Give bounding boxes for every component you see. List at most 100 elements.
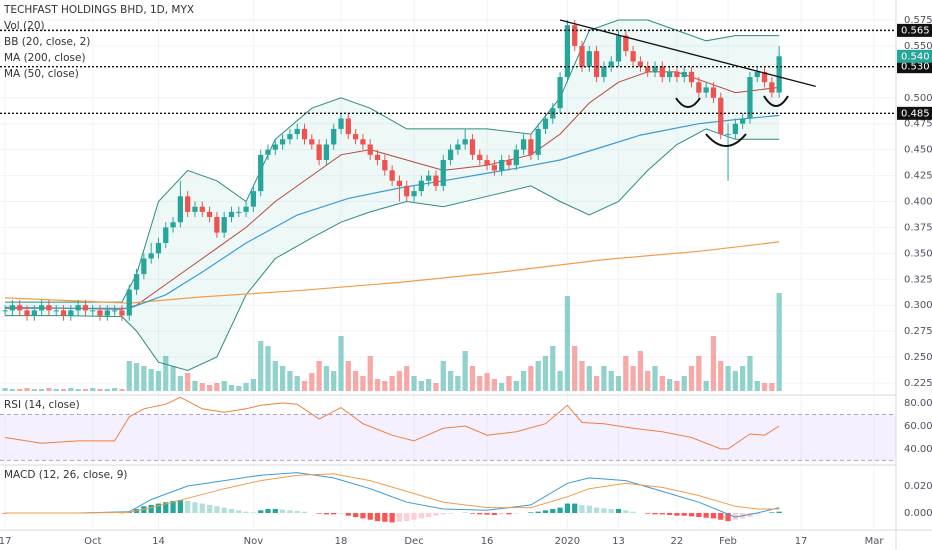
- candle-body: [250, 191, 257, 207]
- volume-bar: [586, 366, 592, 391]
- volume-bar: [2, 388, 8, 391]
- volume-bar: [769, 383, 775, 391]
- legend-entry: BB (20, close, 2): [4, 36, 90, 48]
- candle-body: [68, 310, 74, 316]
- volume-bar: [367, 356, 373, 391]
- volume-bar: [331, 371, 337, 391]
- volume-bar: [389, 376, 395, 391]
- candle-body: [593, 51, 600, 78]
- x-tick-label: Feb: [719, 536, 737, 547]
- volume-bar: [316, 361, 322, 391]
- macd-histogram-bar: [769, 512, 775, 514]
- candle-body: [24, 310, 30, 316]
- candle-body: [112, 310, 118, 312]
- macd-line: [5, 472, 780, 518]
- volume-bar: [323, 366, 330, 391]
- macd-histogram-bar: [593, 507, 600, 514]
- macd-histogram-bar: [374, 513, 381, 522]
- candle-body: [447, 149, 454, 161]
- volume-bar: [550, 346, 556, 391]
- volume-bar: [360, 376, 366, 391]
- candle-body: [396, 180, 403, 186]
- volume-bar: [411, 376, 417, 391]
- candle-body: [615, 35, 622, 62]
- macd-histogram-bar: [681, 513, 687, 516]
- volume-bar: [754, 381, 760, 391]
- volume-bar: [265, 346, 271, 391]
- volume-bar: [221, 381, 227, 391]
- macd-histogram-bar: [550, 508, 556, 514]
- macd-histogram-bar: [382, 513, 388, 522]
- candle-body: [214, 217, 220, 233]
- candle-body: [133, 274, 140, 290]
- pattern-arc: [675, 97, 701, 108]
- macd-histogram-bar: [579, 504, 585, 514]
- candle-body: [418, 180, 424, 192]
- macd-histogram-bar: [652, 513, 658, 515]
- macd-histogram-bar: [148, 504, 154, 514]
- last-price-box: [897, 49, 932, 63]
- candle-body: [703, 87, 709, 93]
- macd-histogram-bar: [199, 503, 205, 514]
- candle-body: [228, 211, 235, 218]
- candle-body: [455, 144, 461, 150]
- macd-histogram-bar: [345, 513, 351, 516]
- candle-body: [119, 310, 125, 316]
- band-lower: [5, 128, 780, 372]
- volume-bar: [477, 376, 483, 391]
- candle-body: [528, 139, 534, 155]
- volume-bar: [382, 381, 388, 391]
- macd-histogram-bar: [542, 510, 549, 514]
- macd-histogram-bar: [185, 500, 191, 514]
- candle-body: [170, 222, 176, 228]
- band-fill: [5, 20, 780, 371]
- plot: [2, 19, 816, 523]
- candle-body: [542, 118, 549, 129]
- candle-body: [740, 118, 746, 124]
- candle-body: [90, 310, 96, 312]
- pattern-arc: [763, 95, 789, 107]
- macd-histogram-bar: [250, 512, 257, 514]
- legend-entry: MA (50, close): [4, 68, 79, 80]
- volume-bar: [133, 363, 140, 391]
- candle-body: [17, 305, 23, 311]
- candle-body: [199, 206, 205, 212]
- candle-body: [433, 175, 439, 186]
- volume-bar: [776, 293, 782, 391]
- volume-bar: [462, 351, 468, 391]
- rsi-line: [5, 396, 780, 450]
- candle-body: [258, 154, 264, 192]
- volume-bar: [141, 366, 147, 391]
- x-tick-label: 13: [612, 536, 625, 547]
- macd-histogram-bar: [440, 513, 446, 515]
- volume-bar: [104, 389, 110, 391]
- legend-entry: MA (200, close): [4, 52, 86, 64]
- volume-bar: [126, 361, 132, 391]
- candle-body: [148, 253, 154, 259]
- candle-body: [645, 66, 651, 72]
- volume-bar: [593, 376, 600, 391]
- macd-histogram-bar: [484, 513, 490, 515]
- candle-body: [360, 139, 366, 145]
- volume-bar: [46, 388, 52, 391]
- volume-bar: [681, 376, 687, 391]
- macd-histogram-bar: [396, 513, 403, 522]
- macd-histogram-bar: [279, 509, 286, 514]
- volume-bar: [236, 386, 242, 391]
- macd-histogram-bar: [272, 508, 278, 514]
- candle-body: [206, 211, 213, 218]
- candle-body: [82, 305, 89, 311]
- candle-body: [279, 139, 286, 145]
- pane-title: RSI (14, close): [4, 399, 80, 411]
- candle-body: [163, 227, 169, 243]
- macd-histogram-bar: [177, 500, 183, 514]
- volume-bar: [491, 379, 497, 391]
- volume-bar: [564, 296, 571, 391]
- macd-histogram-bar: [535, 511, 541, 514]
- candle-body: [761, 71, 768, 83]
- y-tick-label: 0.225: [904, 378, 932, 389]
- candle-body: [491, 165, 497, 171]
- x-tick-label: 2020: [555, 536, 580, 547]
- y-tick-label: 0.450: [904, 145, 932, 156]
- candle-body: [674, 71, 680, 78]
